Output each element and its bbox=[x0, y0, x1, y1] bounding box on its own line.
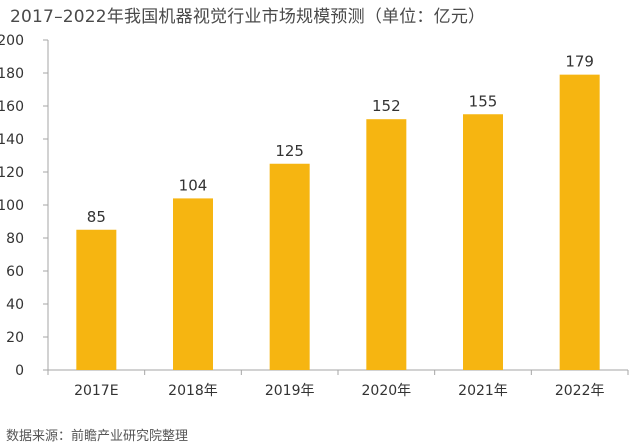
bar bbox=[269, 163, 310, 370]
y-tick-label: 160 bbox=[0, 99, 24, 115]
y-tick-label: 40 bbox=[6, 297, 24, 313]
x-tick-label: 2022年 bbox=[555, 383, 605, 399]
data-label: 85 bbox=[87, 208, 106, 226]
data-label: 125 bbox=[275, 142, 304, 160]
data-label: 104 bbox=[179, 176, 208, 194]
y-tick-label: 200 bbox=[0, 33, 24, 49]
source-note: 数据来源：前瞻产业研究院整理 bbox=[6, 429, 189, 444]
data-label: 179 bbox=[565, 53, 594, 71]
x-tick-label: 2021年 bbox=[458, 383, 508, 399]
data-label: 155 bbox=[469, 92, 498, 110]
bar bbox=[76, 229, 117, 370]
data-label: 152 bbox=[372, 97, 401, 115]
bar bbox=[366, 119, 407, 370]
bar bbox=[559, 74, 600, 371]
bar bbox=[173, 198, 213, 370]
y-tick-label: 140 bbox=[0, 132, 24, 148]
x-tick-label: 2018年 bbox=[168, 383, 218, 399]
y-tick-label: 20 bbox=[6, 330, 24, 346]
y-tick-label: 100 bbox=[0, 198, 24, 214]
y-tick-label: 180 bbox=[0, 66, 24, 82]
x-tick-label: 2020年 bbox=[362, 383, 412, 399]
bar-chart: 0 20 40 60 80 100 120 140 160 180 200 85 2017E 104 201… bbox=[0, 33, 629, 399]
x-tick-label: 2019年 bbox=[265, 383, 315, 399]
y-tick-label: 120 bbox=[0, 165, 24, 181]
y-tick-label: 60 bbox=[6, 264, 24, 280]
y-tick-label: 0 bbox=[15, 363, 24, 379]
y-tick-label: 80 bbox=[6, 231, 24, 247]
chart-title: 2017–2022年我国机器视觉行业市场规模预测（单位：亿元） bbox=[10, 7, 486, 27]
bar bbox=[463, 114, 503, 370]
x-tick-label: 2017E bbox=[74, 383, 118, 399]
